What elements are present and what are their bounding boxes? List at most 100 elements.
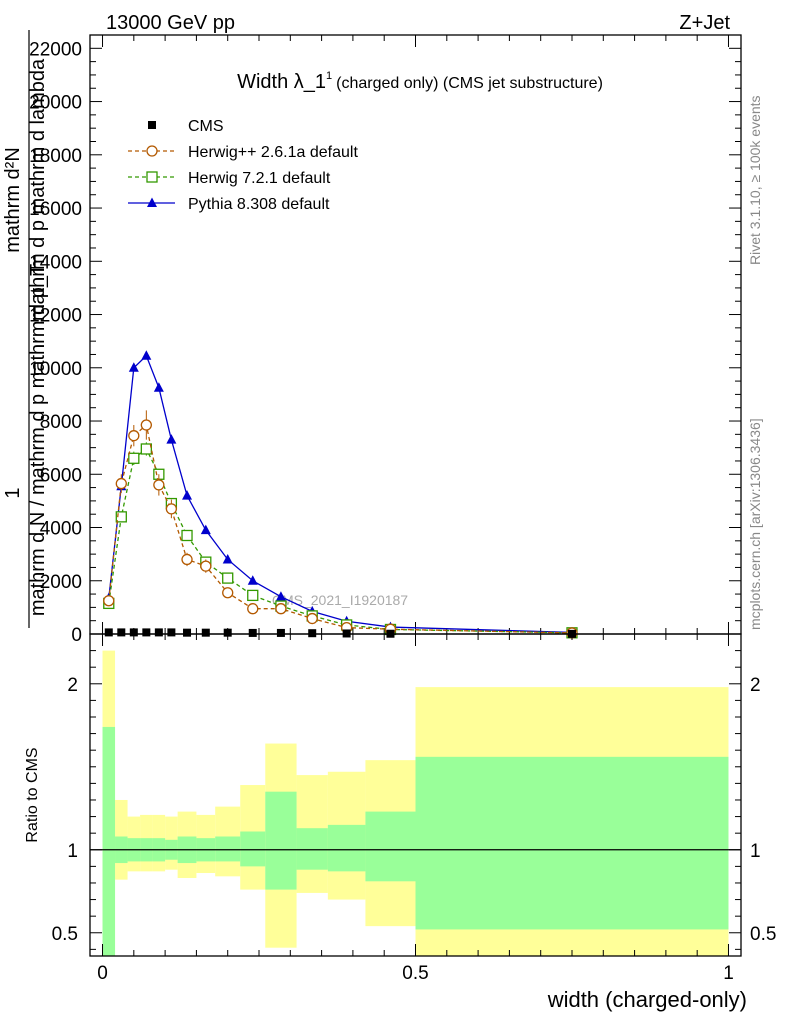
data-point [183, 628, 192, 637]
data-point [115, 477, 127, 490]
main-y-tick-label: 0 [71, 625, 82, 646]
main-y-tick-label: 4000 [40, 519, 82, 540]
data-point [140, 419, 152, 431]
data-point [222, 572, 234, 584]
series-2 [103, 442, 578, 639]
data-point [153, 382, 164, 392]
main-y-tick-label: 12000 [29, 306, 82, 327]
data-point [248, 628, 257, 637]
ratio-stat-band [327, 824, 366, 872]
ratio-stat-band [296, 828, 328, 870]
ratio-ticks: 0.5 0.5 1 1 2 2 0 0.5 1 [52, 634, 776, 984]
data-point [140, 443, 152, 455]
main-series [103, 350, 578, 639]
data-point [181, 553, 193, 566]
svg-text:mathrm d²N: mathrm d²N [2, 147, 24, 253]
data-point [115, 511, 127, 523]
ratio-stat-band [240, 831, 266, 867]
main-y-tick-label: 6000 [40, 465, 82, 486]
process-label: Z+Jet [679, 12, 730, 34]
legend-entry-1: Herwig++ 2.6.1a default [128, 144, 358, 161]
data-point [308, 629, 317, 638]
energy-label: 13000 GeV pp [106, 12, 235, 34]
data-point [154, 628, 163, 637]
data-point [129, 628, 138, 637]
ratio-bands [102, 650, 729, 956]
data-point [181, 529, 193, 542]
data-point [182, 490, 193, 500]
main-panel: CMS_2021_I1920187 0 2000 4000 6000 8000 10000… [2, 30, 742, 646]
main-y-tick-label: 8000 [40, 412, 82, 433]
data-point [104, 628, 113, 637]
mcplots-label: mcplots.cern.ch [arXiv:1306.3436] [747, 418, 763, 630]
ratio-y-axis-label: Ratio to CMS [24, 747, 41, 842]
ratio-stat-band [415, 756, 729, 930]
x-tick-label: 0.5 [402, 963, 428, 984]
series-1 [103, 410, 578, 639]
legend-label: CMS [188, 118, 224, 135]
ratio-y-tick-label-right: 1 [750, 841, 761, 862]
series-line [108, 354, 573, 634]
data-point [128, 362, 139, 372]
data-point [306, 612, 318, 625]
chart-title: Width λ_11 (charged only) (CMS jet substr… [237, 70, 603, 93]
data-point [167, 628, 176, 637]
legend-label: Pythia 8.308 default [188, 196, 330, 213]
svg-text:mathrm d N / mathrm d p mathrm: mathrm d N / mathrm d p mathrm d p_T [27, 264, 49, 616]
data-point [247, 589, 259, 602]
data-point [276, 628, 285, 637]
ratio-panel: 0.5 0.5 1 1 2 2 0 0.5 1 Ratio to CMS width (char… [24, 633, 776, 1012]
ratio-stat-band [215, 836, 241, 862]
ratio-stat-band [102, 726, 116, 956]
ratio-y-tick-label: 2 [67, 675, 78, 696]
rivet-label: Rivet 3.1.10, ≥ 100k events [747, 95, 763, 265]
main-y-tick-label: 14000 [29, 252, 82, 273]
ratio-frame [89, 633, 742, 957]
ratio-y-tick-label: 1 [67, 841, 78, 862]
main-y-axis-label: 1 mathrm d N / mathrm d p mathrm d p_T m… [2, 30, 49, 628]
data-point [222, 587, 234, 599]
data-point [247, 603, 259, 615]
analysis-watermark: CMS_2021_I1920187 [272, 592, 408, 608]
main-y-tick-label: 10000 [29, 359, 82, 380]
data-point [146, 145, 158, 157]
legend-entry-3: Pythia 8.308 default [128, 196, 330, 213]
svg-text:mathrm d p mathrm d lambda: mathrm d p mathrm d lambda [27, 58, 49, 321]
data-point [147, 197, 157, 207]
data-point [166, 434, 177, 444]
ratio-y-tick-label: 0.5 [52, 924, 78, 945]
main-y-tick-label: 22000 [29, 39, 82, 60]
series-line [108, 447, 573, 634]
data-point [117, 628, 126, 637]
ratio-stat-band [365, 811, 416, 882]
legend-label: Herwig 7.2.1 default [188, 170, 331, 187]
main-y-tick-label: 2000 [40, 572, 82, 593]
legend-label: Herwig++ 2.6.1a default [188, 144, 358, 161]
ratio-y-tick-label-right: 0.5 [750, 924, 776, 945]
data-point [165, 503, 178, 515]
main-y-tick-label: 20000 [29, 93, 82, 114]
x-axis-label: width (charged-only) [547, 987, 747, 1012]
main-y-tick-label: 18000 [29, 146, 82, 167]
legend: CMS Herwig++ 2.6.1a default Herwig 7.2.1 d… [128, 118, 358, 213]
data-point [200, 560, 212, 572]
data-point [103, 595, 115, 607]
data-point [201, 628, 210, 637]
data-point [247, 575, 258, 585]
data-point [275, 591, 286, 601]
x-tick-label: 1 [723, 963, 734, 984]
x-tick-label: 0 [97, 963, 108, 984]
data-point [200, 524, 211, 535]
data-point [146, 171, 158, 183]
data-point [222, 553, 233, 564]
ratio-stat-band [265, 791, 297, 890]
data-point [142, 628, 151, 637]
legend-entry-0: CMS [148, 118, 224, 135]
ratio-y-tick-label-right: 2 [750, 675, 761, 696]
main-y-tick-label: 16000 [29, 199, 82, 220]
data-point [128, 430, 140, 442]
main-ticks: 0 2000 4000 6000 8000 10000 12000 14000 16000 180… [29, 34, 741, 646]
data-point [153, 479, 165, 491]
data-point [128, 452, 140, 464]
